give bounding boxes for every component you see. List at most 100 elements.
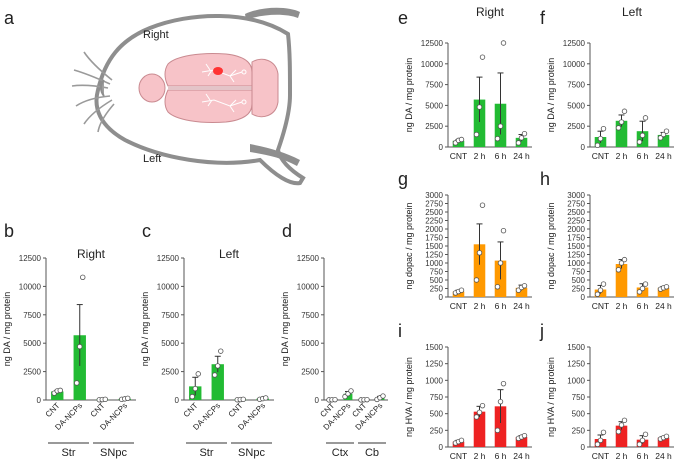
- ear-top: [245, 7, 300, 20]
- chart-f-data-point: [600, 125, 607, 132]
- chart-j-category-label: CNT: [592, 451, 609, 461]
- chart-e-data-point: [497, 123, 504, 129]
- brain: [138, 53, 279, 123]
- chart-g-ytick-label: 1500: [425, 242, 443, 251]
- chart-g-ytick-label: 3000: [425, 191, 443, 200]
- chart-b-title: Right: [77, 247, 106, 261]
- chart-j-data-point: [618, 422, 625, 428]
- chart-j-ytick-label: 750: [572, 393, 586, 402]
- chart-h-category-label: 6 h: [637, 301, 649, 311]
- chart-f-data-point: [663, 128, 670, 134]
- panel-label-c: c: [142, 221, 151, 241]
- chart-h-data-point: [600, 281, 607, 287]
- chart-g-data-point: [497, 260, 504, 266]
- chart-h-data-point: [597, 287, 604, 293]
- chart-f-ytick-label: 10000: [563, 60, 586, 69]
- left-hemisphere: [164, 89, 253, 123]
- chart-b-ylabel: ng DA / mg protein: [2, 292, 12, 367]
- chart-i-ytick-label: 500: [430, 410, 444, 419]
- chart-d-data-point: [348, 388, 354, 394]
- chart-e-ytick-label: 0: [439, 143, 444, 152]
- chart-j-bar: [657, 437, 670, 447]
- chart-f-ytick-label: 12500: [563, 39, 586, 48]
- panel-label-e: e: [398, 8, 408, 28]
- chart-f-data-point: [615, 125, 622, 131]
- chart-e-data-point: [458, 136, 465, 143]
- chart-b-bar: [51, 391, 64, 400]
- chart-j-ytick-label: 250: [572, 426, 586, 435]
- chart-e-ylabel: ng DA / mg protein: [404, 58, 414, 133]
- chart-i-ytick-label: 1000: [425, 376, 443, 385]
- chart-j-ytick-label: 500: [572, 410, 586, 419]
- chart-h-category-label: CNT: [592, 301, 609, 311]
- chart-g-ytick-label: 250: [430, 285, 444, 294]
- chart-c-group-label: Str: [199, 447, 213, 459]
- chart-i-category-label: 24 h: [513, 451, 530, 461]
- chart-f-data-point: [597, 135, 604, 142]
- chart-h-ylabel: ng dopac / mg protein: [546, 202, 556, 289]
- chart-f-data-point: [621, 108, 628, 114]
- schematic-right-label: Right: [143, 29, 169, 41]
- chart-i-ytick-label: 1250: [425, 360, 443, 369]
- chart-f-data-point: [594, 142, 601, 149]
- panel-label-f: f: [540, 8, 546, 28]
- chart-h-data-point: [642, 281, 649, 287]
- chart-g-data-point: [494, 284, 501, 290]
- chart-g-ytick-label: 2500: [425, 208, 443, 217]
- chart-c-data-point: [195, 371, 201, 377]
- chart-j-ytick-label: 0: [581, 443, 586, 452]
- chart-g-ytick-label: 2750: [425, 200, 443, 209]
- chart-i-data-point: [494, 427, 501, 434]
- chart-e-ytick-label: 10000: [421, 60, 444, 69]
- chart-b-data-point: [80, 274, 86, 281]
- chart-d-data-point: [332, 396, 338, 403]
- chart-j-ylabel: ng HVA / mg protein: [546, 357, 556, 437]
- injection-site-marker: [213, 67, 223, 75]
- chart-f-ylabel: ng DA / mg protein: [546, 58, 556, 133]
- chart-j-ytick-label: 1500: [567, 343, 585, 352]
- chart-b-ytick-label: 5000: [23, 339, 41, 348]
- chart-c-ytick-label: 7500: [161, 311, 179, 320]
- chart-b-data-point: [74, 380, 80, 386]
- panel-label-j: j: [539, 321, 544, 341]
- chart-e-bar: [452, 140, 465, 147]
- chart-h-ytick-label: 250: [572, 285, 586, 294]
- chart-d-ytick-label: 10000: [297, 282, 320, 291]
- chart-j-data-point: [594, 441, 601, 448]
- chart-e-data-point: [494, 135, 501, 142]
- rat-brain-schematic: Right Left: [71, 7, 306, 186]
- chart-i-ytick-label: 0: [439, 443, 444, 452]
- chart-c-group-label: SNpc: [238, 447, 265, 459]
- panel-label-g: g: [398, 169, 408, 189]
- chart-i-data-point: [497, 398, 504, 405]
- chart-d-ytick-label: 0: [315, 396, 320, 405]
- chart-d-group-label: Ctx: [332, 447, 349, 459]
- chart-f-ytick-label: 2500: [567, 122, 585, 131]
- chart-j-data-point: [663, 433, 670, 440]
- chart-i-data-point: [479, 402, 486, 409]
- chart-h-ytick-label: 1250: [567, 251, 585, 260]
- chart-h-ytick-label: 1000: [567, 259, 585, 268]
- chart-c-ytick-label: 0: [175, 396, 180, 405]
- chart-h-data-point: [663, 284, 670, 290]
- chart-g-category-label: CNT: [450, 301, 467, 311]
- chart-g-data-point: [521, 283, 528, 289]
- chart-i-data-point: [473, 414, 480, 420]
- chart-b-group-label: SNpc: [100, 447, 127, 459]
- chart-b-ytick-label: 2500: [23, 368, 41, 377]
- chart-e-ytick-label: 7500: [425, 81, 443, 90]
- chart-h-ytick-label: 2000: [567, 225, 585, 234]
- chart-f-data-point: [636, 139, 643, 145]
- olfactory-bulb: [138, 73, 166, 103]
- chart-h-ytick-label: 3000: [567, 191, 585, 200]
- chart-d-ytick-label: 5000: [301, 339, 319, 348]
- chart-e-data-point: [521, 130, 528, 137]
- chart-j-category-label: 2 h: [616, 451, 628, 461]
- chart-e-bar: [473, 99, 486, 147]
- chart-c-data-point: [212, 372, 218, 378]
- chart-c-ytick-label: 12500: [157, 254, 180, 263]
- chart-f-ytick-label: 7500: [567, 81, 585, 90]
- chart-g-bar: [515, 287, 528, 297]
- chart-f-ytick-label: 0: [581, 143, 586, 152]
